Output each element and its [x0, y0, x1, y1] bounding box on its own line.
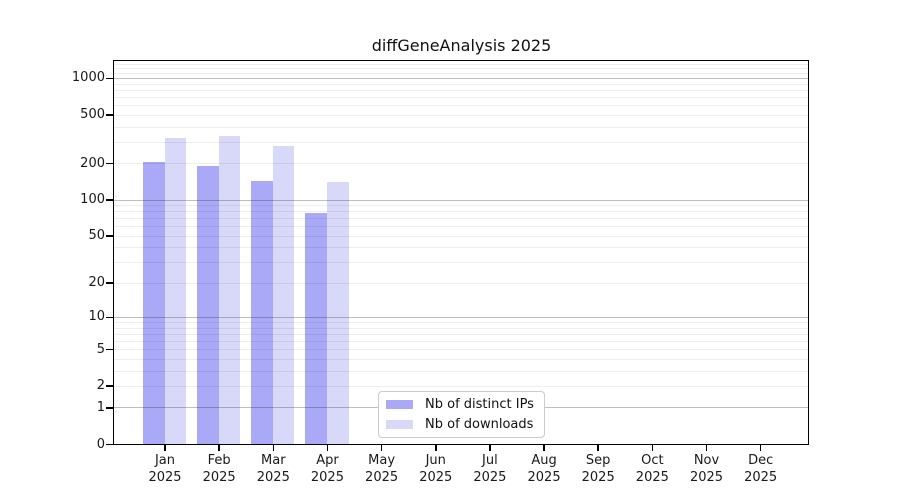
minor-gridline: [114, 114, 808, 116]
legend-label-downloads: Nb of downloads: [425, 417, 534, 432]
y-axis-tick-label: 10: [88, 309, 105, 325]
legend-swatch-distinct-ips-icon: [386, 399, 413, 410]
bar-downloads: [218, 135, 241, 444]
x-axis-tick: [597, 445, 599, 451]
y-axis-tick: [106, 282, 113, 284]
minor-gridline: [114, 126, 808, 128]
bar-distinct-ips: [305, 212, 328, 444]
y-axis-tick-label: 0: [96, 436, 105, 452]
minor-gridline: [114, 358, 808, 360]
y-axis-tick: [106, 443, 113, 446]
minor-gridline: [114, 83, 808, 85]
chart-title: diffGeneAnalysis 2025: [371, 36, 552, 55]
x-axis-tick: [759, 445, 762, 451]
y-axis-tick: [106, 316, 113, 319]
y-axis-tick-label: 2: [96, 378, 105, 394]
x-axis-tick: [380, 445, 383, 451]
x-axis-tick-label: Dec 2025: [744, 453, 778, 485]
y-axis-tick: [106, 235, 113, 237]
x-axis-tick: [164, 445, 166, 451]
x-axis-tick-label: Jul 2025: [473, 453, 507, 485]
x-axis-tick: [272, 445, 275, 451]
plot-area: [113, 60, 809, 445]
y-axis-tick-label: 50: [88, 228, 105, 244]
minor-gridline: [114, 340, 808, 342]
x-axis-tick: [543, 445, 545, 451]
x-axis-tick-label: Apr 2025: [310, 453, 344, 485]
y-axis-tick-label: 200: [80, 155, 105, 171]
minor-gridline: [114, 322, 808, 324]
bar-distinct-ips: [197, 165, 219, 444]
minor-gridline: [114, 370, 808, 372]
y-axis-tick-label: 500: [80, 107, 105, 123]
y-axis-tick: [106, 77, 113, 80]
minor-gridline: [114, 105, 808, 107]
x-axis-tick: [705, 445, 708, 451]
bar-distinct-ips: [251, 181, 273, 444]
major-gridline: [114, 78, 808, 80]
legend-label-distinct-ips: Nb of distinct IPs: [425, 397, 534, 412]
minor-gridline: [114, 349, 808, 351]
minor-gridline: [114, 211, 808, 213]
x-axis-tick-label: Aug 2025: [527, 453, 561, 485]
y-axis-tick-label: 1: [96, 399, 105, 415]
minor-gridline: [114, 327, 808, 329]
x-axis-tick-label: Nov 2025: [689, 453, 724, 485]
minor-gridline: [114, 163, 808, 165]
minor-gridline: [114, 333, 808, 335]
y-axis-tick-label: 100: [80, 191, 105, 207]
legend-item-downloads: Nb of downloads: [386, 417, 544, 432]
minor-gridline: [114, 205, 808, 207]
y-axis-tick-label: 20: [88, 275, 105, 291]
minor-gridline: [114, 247, 808, 249]
y-axis-tick: [106, 114, 113, 116]
minor-gridline: [114, 141, 808, 143]
x-axis-tick-label: Feb 2025: [202, 453, 236, 485]
y-axis-tick: [106, 162, 113, 165]
bar-downloads: [164, 138, 187, 444]
x-axis-tick-label: Mar 2025: [256, 453, 290, 485]
major-gridline: [114, 317, 808, 319]
minor-gridline: [114, 73, 808, 74]
y-axis-tick: [106, 406, 113, 409]
x-axis-tick: [326, 445, 329, 451]
minor-gridline: [114, 385, 808, 387]
x-axis-tick-label: Oct 2025: [635, 453, 669, 485]
minor-gridline: [114, 89, 808, 91]
minor-gridline: [114, 96, 808, 98]
x-axis-tick: [218, 445, 220, 451]
minor-gridline: [114, 68, 808, 70]
y-axis-tick-label: 5: [96, 341, 105, 357]
x-axis-tick-label: Sep 2025: [581, 453, 615, 485]
y-axis-tick: [106, 385, 113, 388]
major-gridline: [114, 199, 808, 201]
minor-gridline: [114, 262, 808, 264]
minor-gridline: [114, 226, 808, 228]
y-axis-tick: [106, 199, 113, 201]
bar-distinct-ips: [143, 162, 165, 444]
bar-downloads: [272, 145, 295, 444]
x-axis-tick: [651, 445, 654, 451]
minor-gridline: [114, 235, 808, 237]
minor-gridline: [114, 282, 808, 284]
legend: Nb of distinct IPs Nb of downloads: [378, 391, 545, 438]
bar-downloads: [327, 181, 349, 444]
minor-gridline: [114, 64, 808, 66]
x-axis-tick-label: May 2025: [365, 453, 399, 485]
legend-swatch-downloads-icon: [386, 419, 413, 430]
y-axis-tick: [106, 348, 113, 351]
legend-item-distinct-ips: Nb of distinct IPs: [386, 397, 544, 412]
y-axis-tick-label: 1000: [71, 70, 105, 86]
x-axis-tick: [434, 445, 437, 451]
x-axis-tick: [489, 445, 491, 451]
x-axis-tick-label: Jun 2025: [419, 453, 453, 485]
x-axis-tick-label: Jan 2025: [148, 453, 182, 485]
minor-gridline: [114, 218, 808, 220]
